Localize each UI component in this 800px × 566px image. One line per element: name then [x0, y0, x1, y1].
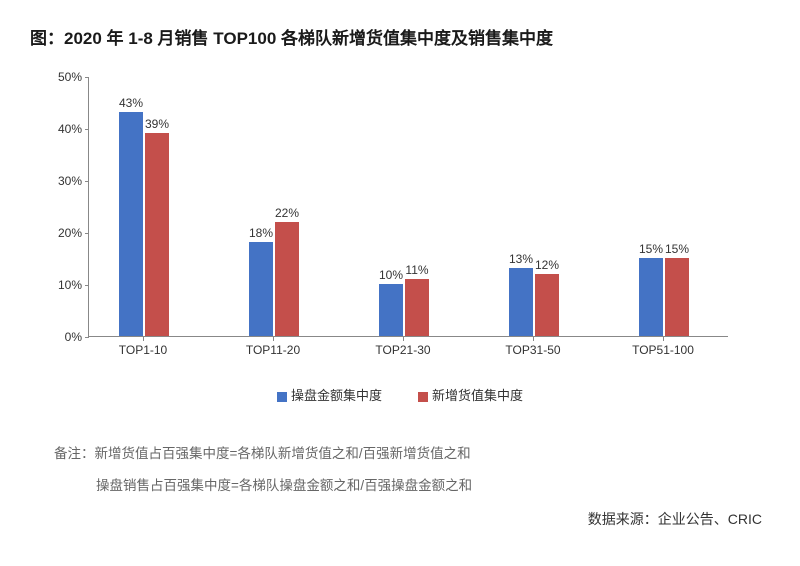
bar-value-label: 43% [111, 96, 151, 110]
notes: 备注：新增货值占百强集中度=各梯队新增货值之和/百强新增货值之和 操盘销售占百强… [54, 438, 770, 503]
x-tick-mark [273, 337, 274, 341]
legend-item: 新增货值集中度 [418, 385, 523, 404]
legend-label: 新增货值集中度 [432, 388, 523, 403]
plot-area: 43%39%18%22%10%11%13%12%15%15% [88, 77, 728, 337]
data-source: 数据来源：企业公告、CRIC [30, 509, 770, 529]
bar [119, 112, 143, 336]
bar [249, 242, 273, 336]
note-line: 备注：新增货值占百强集中度=各梯队新增货值之和/百强新增货值之和 [54, 438, 770, 470]
legend-swatch [418, 392, 428, 402]
x-category-label: TOP1-10 [98, 343, 188, 357]
chart-title: 图：2020 年 1-8 月销售 TOP100 各梯队新增货值集中度及销售集中度 [30, 24, 770, 49]
note-line: 操盘销售占百强集中度=各梯队操盘金额之和/百强操盘金额之和 [96, 470, 770, 502]
legend-swatch [277, 392, 287, 402]
y-tick-label: 0% [40, 330, 88, 344]
legend-label: 操盘金额集中度 [291, 388, 382, 403]
x-category-label: TOP21-30 [358, 343, 448, 357]
bar [379, 284, 403, 336]
bar [405, 279, 429, 336]
x-category-label: TOP31-50 [488, 343, 578, 357]
legend-item: 操盘金额集中度 [277, 385, 382, 404]
bar-value-label: 22% [267, 206, 307, 220]
x-tick-mark [533, 337, 534, 341]
x-tick-mark [143, 337, 144, 341]
bar [639, 258, 663, 336]
bar-value-label: 15% [657, 242, 697, 256]
chart-area: 0%10%20%30%40%50% 43%39%18%22%10%11%13%1… [40, 67, 740, 377]
bar [145, 133, 169, 336]
bar [509, 268, 533, 336]
x-category-label: TOP51-100 [618, 343, 708, 357]
x-tick-mark [663, 337, 664, 341]
y-tick-label: 30% [40, 174, 88, 188]
bar-value-label: 11% [397, 263, 437, 277]
bar [275, 222, 299, 336]
legend: 操盘金额集中度 新增货值集中度 [30, 385, 770, 404]
x-category-label: TOP11-20 [228, 343, 318, 357]
y-tick-mark [85, 337, 89, 338]
bar-value-label: 39% [137, 117, 177, 131]
y-tick-label: 20% [40, 226, 88, 240]
y-tick-label: 50% [40, 70, 88, 84]
bar [535, 274, 559, 336]
x-tick-mark [403, 337, 404, 341]
bar-value-label: 12% [527, 258, 567, 272]
y-tick-label: 40% [40, 122, 88, 136]
bar [665, 258, 689, 336]
y-tick-label: 10% [40, 278, 88, 292]
